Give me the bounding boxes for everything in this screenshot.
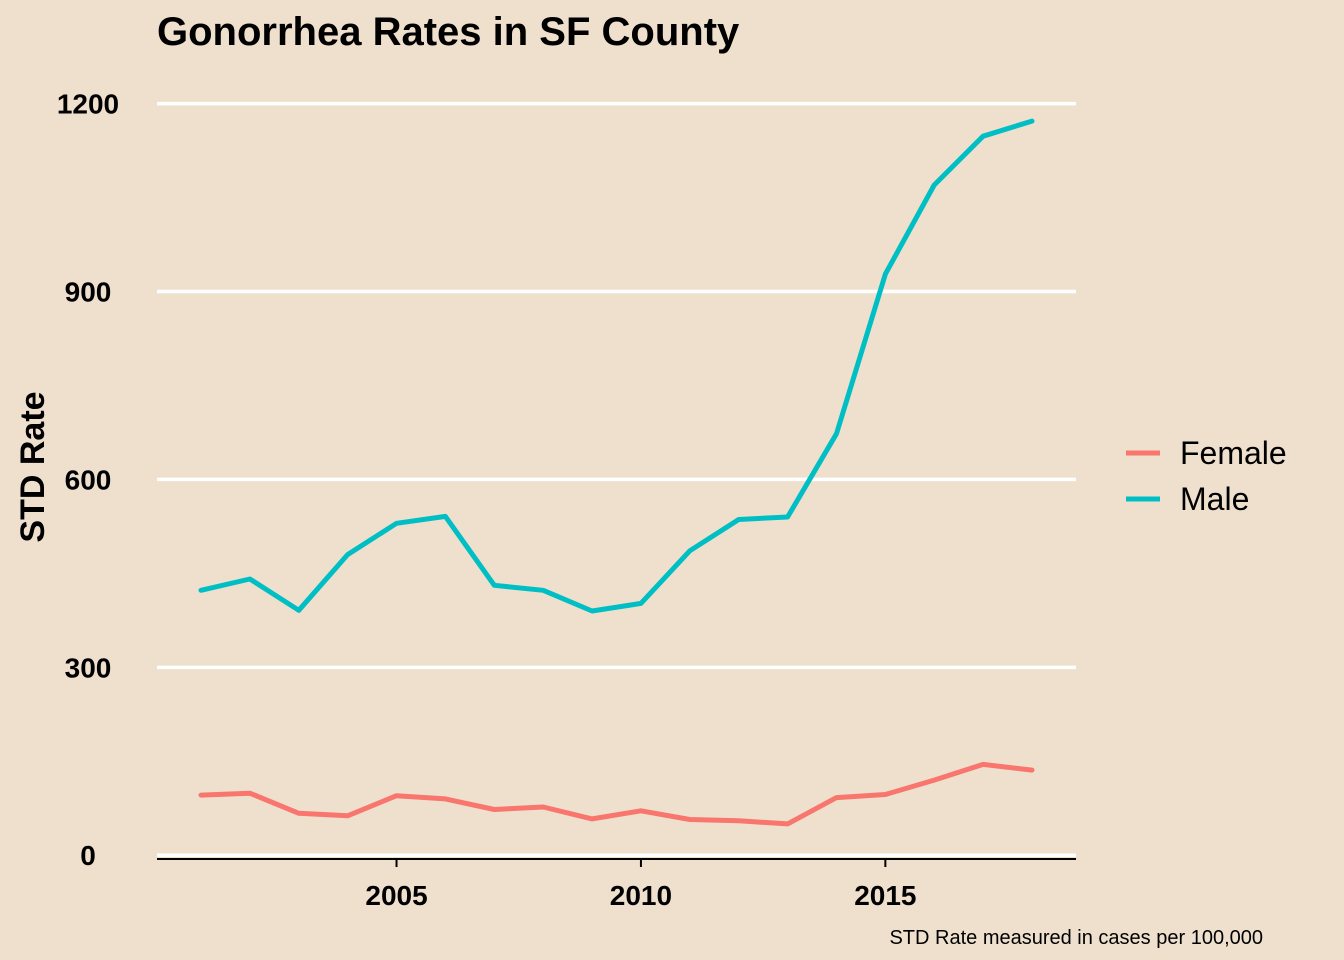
legend: Female Male	[1126, 435, 1287, 517]
x-tick-label: 2005	[365, 880, 427, 911]
series-line-female	[198, 761, 1035, 827]
chart-caption: STD Rate measured in cases per 100,000	[889, 927, 1263, 949]
legend-label: Female	[1180, 435, 1287, 471]
y-axis-ticks: 0 300 600 900 1200	[57, 89, 119, 872]
series-line-male	[198, 118, 1035, 614]
x-tick-label: 2010	[610, 880, 672, 911]
legend-label: Male	[1180, 481, 1249, 517]
y-tick-label: 900	[65, 276, 112, 307]
y-tick-label: 0	[80, 840, 96, 871]
x-tick-label: 2015	[854, 880, 916, 911]
y-tick-label: 600	[65, 464, 112, 495]
chart-title: Gonorrhea Rates in SF County	[157, 10, 740, 54]
y-tick-label: 1200	[57, 89, 119, 120]
y-axis-label: STD Rate	[14, 391, 52, 542]
legend-item-female: Female	[1126, 435, 1287, 471]
y-tick-label: 300	[65, 652, 112, 683]
gridlines	[157, 101, 1076, 857]
series-lines	[198, 118, 1035, 827]
legend-item-male: Male	[1126, 481, 1249, 517]
x-axis-ticks: 2005 2010 2015	[365, 859, 917, 911]
